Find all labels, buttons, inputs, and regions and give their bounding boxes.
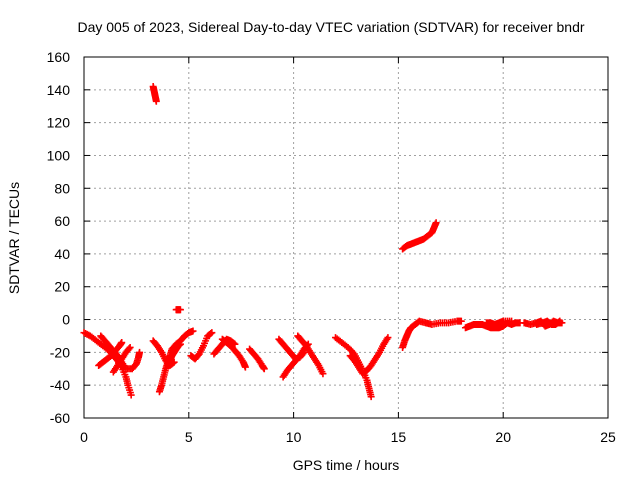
grid: [84, 57, 608, 418]
x-tick-label: 0: [80, 429, 88, 445]
y-tick-label: 20: [54, 279, 70, 295]
data-point: [457, 317, 465, 325]
data-point: [176, 340, 184, 348]
x-tick-label: 15: [391, 429, 407, 445]
series-arc-1: [80, 329, 135, 399]
data-point: [384, 334, 392, 342]
y-tick-label: -40: [50, 377, 70, 393]
series-rise-arc: [399, 317, 465, 351]
series-isolated: [172, 306, 184, 314]
y-tick-label: 80: [54, 180, 70, 196]
data-point: [241, 363, 249, 371]
series-tail-4: [533, 317, 564, 328]
series-arc-7: [164, 340, 184, 369]
data-points: [80, 83, 566, 401]
series-mid-arc: [399, 219, 440, 253]
data-point: [367, 393, 375, 401]
series-arc-4: [109, 343, 134, 376]
y-tick-label: 120: [47, 115, 71, 131]
chart-title: Day 005 of 2023, Sidereal Day-to-day VTE…: [77, 19, 584, 35]
series-tail-2: [482, 317, 516, 328]
series-arc-10: [218, 335, 249, 371]
data-point: [136, 348, 144, 356]
y-tick-label: -20: [50, 344, 70, 360]
data-point: [260, 365, 268, 373]
y-tick-label: 60: [54, 213, 70, 229]
series-arc-8: [187, 329, 216, 363]
data-point: [508, 317, 516, 325]
data-point: [189, 327, 197, 335]
data-point: [208, 329, 216, 337]
x-tick-label: 10: [286, 429, 302, 445]
data-point: [126, 343, 134, 351]
y-axis-label: SDTVAR / TECUs: [6, 182, 22, 294]
y-tick-label: 0: [62, 312, 70, 328]
data-point: [556, 317, 564, 325]
series-arc-11: [246, 345, 268, 373]
series-high-arc: [149, 83, 160, 105]
data-point: [127, 391, 135, 399]
series-arc-14: [294, 332, 327, 378]
series-arc-2: [95, 339, 126, 369]
x-axis-label: GPS time / hours: [293, 457, 400, 473]
plot-frame: [83, 56, 609, 419]
y-tick-label: 40: [54, 246, 70, 262]
y-tick-labels: -60 -40 -20 0 20 40 60 80 100 120 140 160: [47, 49, 71, 426]
y-tick-label: 160: [47, 49, 71, 65]
x-tick-label: 25: [600, 429, 616, 445]
series-arc-16: [346, 334, 392, 378]
x-tick-label: 5: [185, 429, 193, 445]
data-point: [176, 306, 184, 314]
data-point: [207, 329, 215, 337]
data-point: [152, 97, 160, 105]
x-tick-label: 20: [495, 429, 511, 445]
axis-ticks: [83, 56, 609, 419]
data-point: [118, 339, 126, 347]
data-point: [555, 318, 563, 326]
data-point: [432, 219, 440, 227]
x-tick-labels: 0 5 10 15 20 25: [80, 429, 616, 445]
data-point: [125, 345, 133, 353]
y-tick-label: 100: [47, 147, 71, 163]
data-point: [319, 370, 327, 378]
y-tick-label: 140: [47, 82, 71, 98]
y-tick-label: -60: [50, 410, 70, 426]
